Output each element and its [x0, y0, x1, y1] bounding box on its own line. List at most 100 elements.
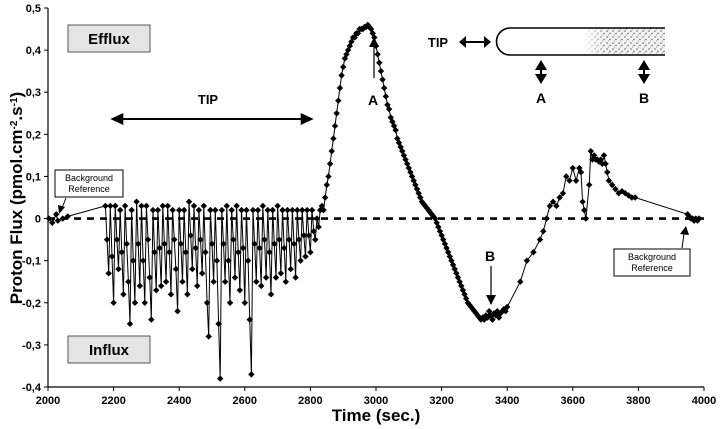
y-axis-ticks: 0,5 0,4 0,3 0,2 0,1 0 -0,1 -0,2 -0,3 -0,4 [22, 3, 48, 394]
point-a-arrowhead [369, 37, 379, 47]
data-point-marker [166, 249, 173, 256]
data-point-marker [295, 236, 303, 243]
data-point-marker [148, 316, 155, 323]
data-point-marker [300, 232, 308, 239]
x-tick-label: 3400 [495, 395, 519, 407]
inset-tip-arrowhead-left [459, 36, 466, 48]
data-point-marker [103, 236, 111, 243]
inset-a-arrowhead-up [535, 60, 547, 70]
data-point-marker [284, 206, 291, 214]
data-point-marker [195, 206, 203, 214]
data-point-marker [272, 274, 280, 281]
tip-range-arrowhead-right [300, 113, 314, 125]
data-point-marker [264, 206, 271, 214]
data-point-marker [123, 240, 130, 248]
y-tick-label: 0 [35, 214, 41, 226]
efflux-label: Efflux [88, 31, 130, 48]
data-point-marker [333, 110, 340, 117]
data-point-marker [164, 202, 171, 210]
y-tick-label: -0,1 [22, 256, 41, 268]
data-point-marker [108, 253, 116, 260]
data-point-marker [325, 173, 332, 180]
data-point-marker [185, 198, 193, 205]
data-point-marker [102, 202, 109, 210]
data-point-marker [615, 190, 622, 197]
data-point-marker [167, 291, 175, 298]
data-point-marker [172, 265, 180, 273]
data-point-marker [266, 249, 273, 256]
bg-ref-left-pointer [61, 197, 67, 209]
data-point-marker [543, 215, 550, 222]
data-point-marker [440, 236, 447, 243]
data-point-marker [297, 257, 304, 264]
data-point-marker [628, 194, 636, 201]
data-point-marker [143, 202, 150, 210]
data-point-marker [377, 67, 385, 75]
y-tick-label: -0,3 [22, 340, 41, 352]
data-point-marker [556, 194, 563, 201]
data-point-marker [608, 181, 616, 189]
data-point-marker [45, 215, 53, 222]
data-point-marker [125, 278, 132, 285]
data-point-marker [582, 215, 590, 222]
data-point-marker [228, 206, 235, 214]
data-point-marker [417, 194, 424, 201]
tip-range-annotation: TIP [110, 92, 314, 125]
inset-a-arrowhead-down [535, 74, 547, 84]
point-a-annotation: A [368, 37, 379, 108]
data-point-marker [221, 278, 229, 285]
data-point-marker [121, 202, 129, 210]
data-point-marker [412, 181, 419, 189]
data-point-marker [203, 299, 211, 306]
data-point-marker [256, 244, 263, 252]
data-point-marker [244, 257, 252, 264]
data-point-marker [600, 152, 608, 159]
data-point-marker [269, 206, 276, 214]
data-point-marker [274, 202, 281, 210]
data-point-marker [323, 181, 330, 189]
data-point-marker [328, 147, 335, 155]
data-point-marker [381, 84, 388, 92]
data-point-marker [317, 206, 324, 214]
data-point-marker [589, 156, 596, 163]
data-point-marker [302, 253, 309, 260]
data-point-marker [198, 270, 206, 277]
data-point-marker [540, 227, 547, 235]
data-point-marker [180, 206, 188, 214]
data-point-marker [517, 278, 524, 285]
inset-tip-label: TIP [428, 35, 449, 50]
bg-ref-left-box [54, 169, 124, 198]
data-point-marker [336, 84, 344, 92]
data-point-marker [376, 59, 383, 66]
data-point-marker [612, 185, 619, 193]
data-point-marker [220, 240, 227, 248]
data-point-marker [141, 299, 148, 306]
data-point-marker [182, 249, 189, 256]
data-point-marker [307, 249, 314, 256]
data-point-marker [128, 206, 135, 214]
data-point-marker [395, 139, 403, 146]
data-point-marker [692, 215, 699, 222]
data-point-marker [118, 249, 125, 256]
data-point-marker [572, 177, 580, 184]
x-tick-label: 3600 [561, 395, 585, 407]
data-point-marker [151, 249, 158, 256]
data-point-marker [549, 198, 557, 205]
data-point-marker [217, 375, 224, 382]
data-point-marker [367, 25, 375, 33]
data-point-marker [433, 219, 440, 226]
data-point-marker [371, 34, 378, 41]
data-point-marker [631, 194, 639, 201]
data-point-marker [153, 286, 160, 294]
data-point-marker [566, 177, 573, 184]
data-point-marker [258, 282, 265, 290]
bg-ref-right-arrowhead [680, 226, 689, 235]
data-point-marker [176, 206, 183, 214]
data-point-marker [174, 308, 181, 315]
data-point-marker [577, 169, 585, 176]
data-point-marker [157, 282, 165, 290]
y-tick-label: 0,1 [26, 171, 41, 183]
data-point-marker [321, 194, 329, 201]
data-point-marker [285, 236, 293, 243]
